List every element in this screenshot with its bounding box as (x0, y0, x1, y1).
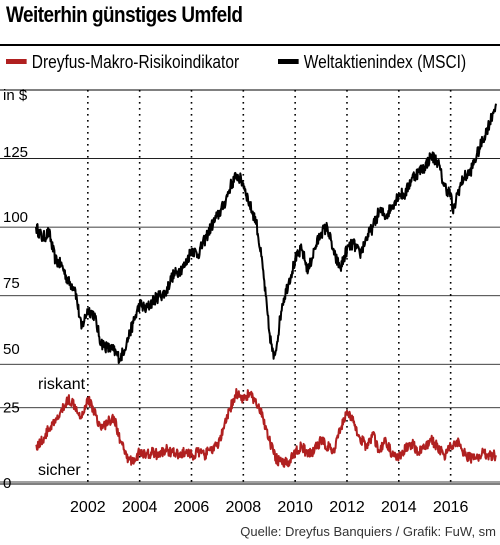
y-tick-label: 0 (3, 475, 11, 492)
x-tick-label: 2014 (381, 499, 417, 516)
x-tick-label: 2008 (226, 499, 262, 516)
x-tick-label: 2012 (329, 499, 365, 516)
x-tick-label: 2010 (277, 499, 313, 516)
chart-title: Weiterhin günstiges Umfeld (6, 2, 243, 27)
series-line-msci (35, 103, 497, 364)
legend-label-msci: Weltaktienindex (MSCI) (303, 52, 467, 72)
y-tick-label: 25 (3, 400, 20, 417)
legend-swatch-msci (278, 59, 299, 65)
x-tick-label: 2006 (174, 499, 210, 516)
legend-item-risk: Dreyfus-Makro-Risikoindikator (6, 52, 239, 80)
y-tick-label: 75 (3, 275, 20, 292)
y-tick-label: 50 (3, 341, 20, 358)
annotation-sicher: sicher (38, 462, 81, 479)
title-rule (0, 44, 500, 46)
y-axis-unit: in $ (3, 87, 28, 104)
x-tick-label: 2002 (70, 499, 106, 516)
y-tick-label: 100 (3, 209, 28, 226)
legend-label-risk: Dreyfus-Makro-Risikoindikator (31, 52, 240, 72)
legend-item-msci: Weltaktienindex (MSCI) (278, 52, 466, 80)
annotation-riskant: riskant (38, 376, 86, 393)
y-tick-label: 125 (3, 144, 28, 161)
source-note: Quelle: Dreyfus Banquiers / Grafik: FuW,… (240, 524, 496, 539)
legend-swatch-risk (6, 59, 27, 65)
x-tick-label: 2004 (122, 499, 158, 516)
x-tick-label: 2016 (433, 499, 469, 516)
series-line-risk (35, 388, 497, 468)
